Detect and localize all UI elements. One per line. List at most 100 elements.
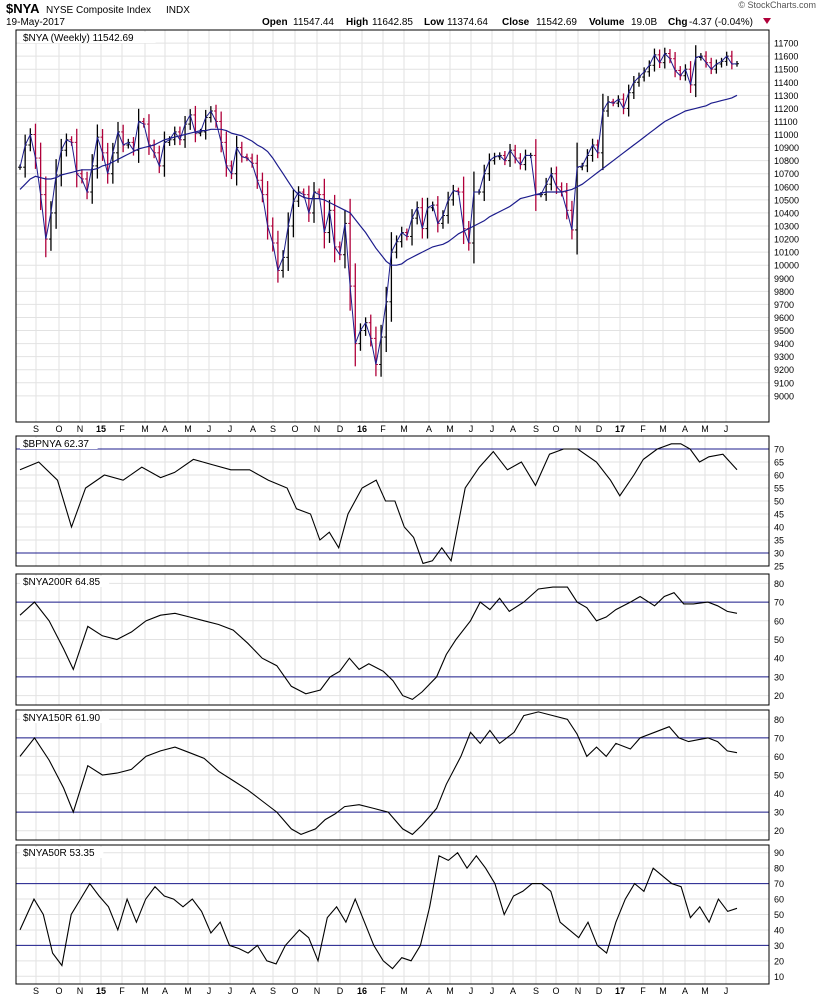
x-tick-label: F	[119, 986, 125, 996]
y-tick-label: 60	[774, 616, 784, 626]
y-tick-label: 55	[774, 484, 784, 494]
x-tick-label: S	[270, 986, 276, 996]
y-tick-label: 11200	[774, 104, 798, 114]
chg-value: -4.37 (-0.04%)	[689, 17, 753, 28]
high-label: High	[346, 17, 368, 28]
x-tick-label: 15	[96, 424, 106, 434]
y-tick-label: 10800	[774, 156, 799, 166]
y-tick-label: 11700	[774, 39, 798, 49]
indicator-line	[19, 586, 738, 701]
panel-frame	[15, 709, 770, 841]
y-tick-label: 10000	[774, 261, 799, 271]
y-tick-label: 10500	[774, 195, 799, 205]
y-tick-label: 9400	[774, 339, 794, 349]
x-tick-label: J	[490, 424, 495, 434]
x-tick-label: O	[552, 424, 559, 434]
chart-date: 19-May-2017	[6, 17, 65, 28]
chart-panel: 10 20 30 40 50 60 70 80 90 $NYA50R 53.35	[15, 844, 784, 985]
y-tick-label: 20	[774, 826, 784, 836]
x-tick-label: 16	[357, 986, 367, 996]
watermark: © StockCharts.com	[738, 0, 816, 10]
x-tick-label: A	[250, 986, 256, 996]
y-tick-label: 30	[774, 672, 784, 682]
y-tick-label: 10400	[774, 208, 799, 218]
panel-frame	[15, 29, 770, 423]
y-tick-label: 10900	[774, 143, 799, 153]
y-tick-label: 10200	[774, 235, 799, 245]
x-tick-label: O	[552, 986, 559, 996]
x-axis: S S O O N N 15 15 F F M M A A M M J J J J A A S S O O N N D D 16 16 F F M M…	[33, 424, 728, 996]
y-tick-label: 11300	[774, 91, 798, 101]
y-tick-label: 50	[774, 497, 784, 507]
y-tick-label: 70	[774, 445, 784, 455]
panel-label: $NYA200R 64.85	[23, 577, 101, 588]
x-tick-label: M	[701, 986, 709, 996]
x-tick-label: O	[291, 424, 298, 434]
low-value: 11374.64	[447, 17, 488, 28]
x-tick-label: M	[446, 986, 454, 996]
y-tick-label: 60	[774, 895, 784, 905]
x-tick-label: A	[682, 424, 688, 434]
y-tick-label: 20	[774, 691, 784, 701]
x-tick-label: M	[141, 424, 149, 434]
open-label: Open	[262, 17, 288, 28]
x-tick-label: N	[77, 986, 84, 996]
x-tick-label: N	[575, 424, 582, 434]
x-tick-label: S	[533, 986, 539, 996]
x-tick-label: 16	[357, 424, 367, 434]
volume-label: Volume	[589, 17, 625, 28]
y-tick-label: 25	[774, 562, 784, 572]
chart-panel: 20 30 40 50 60 70 80 $NYA150R 61.90	[15, 709, 784, 841]
panel-label-background	[20, 712, 110, 723]
y-tick-label: 9800	[774, 287, 794, 297]
x-tick-label: J	[228, 424, 233, 434]
y-tick-label: 9900	[774, 274, 794, 284]
x-tick-label: A	[162, 986, 168, 996]
y-tick-label: 50	[774, 635, 784, 645]
y-tick-label: 70	[774, 733, 784, 743]
y-tick-label: 20	[774, 956, 784, 966]
x-tick-label: A	[250, 424, 256, 434]
x-tick-label: J	[724, 424, 729, 434]
chart-panels: 9000 9100 9200 9300 9400 9500 9600 9700 9800 9900…	[15, 29, 799, 985]
y-tick-label: 50	[774, 771, 784, 781]
x-tick-label: S	[33, 986, 39, 996]
x-tick-label: D	[596, 986, 603, 996]
y-tick-label: 10100	[774, 248, 799, 258]
open-value: 11547.44	[293, 17, 334, 28]
x-tick-label: 17	[615, 424, 625, 434]
indicator-line	[19, 851, 738, 970]
panel-label: $NYA150R 61.90	[23, 713, 101, 724]
panel-label-background	[20, 32, 156, 43]
panel-label-background	[20, 847, 104, 858]
y-tick-label: 10	[774, 972, 784, 982]
x-tick-label: M	[701, 424, 709, 434]
x-tick-label: S	[270, 424, 276, 434]
x-tick-label: M	[184, 986, 192, 996]
y-tick-label: 10700	[774, 169, 799, 179]
x-tick-label: A	[162, 424, 168, 434]
high-value: 11642.85	[372, 17, 413, 28]
y-tick-label: 30	[774, 549, 784, 559]
x-tick-label: N	[575, 986, 582, 996]
x-tick-label: O	[55, 986, 62, 996]
chart-panel: 20 30 40 50 60 70 80 $NYA200R 64.85	[15, 573, 784, 706]
x-tick-label: F	[640, 424, 646, 434]
y-tick-label: 9600	[774, 313, 794, 323]
chart-panel: 25 30 35 40 45 50 55 60 65 70 $BPNYA 62.37	[15, 435, 784, 572]
x-tick-label: N	[314, 424, 321, 434]
x-tick-label: F	[380, 986, 386, 996]
panel-label: $NYA (Weekly) 11542.69	[23, 33, 134, 44]
x-tick-label: M	[400, 424, 408, 434]
x-tick-label: A	[510, 424, 516, 434]
y-tick-label: 40	[774, 925, 784, 935]
y-tick-label: 11000	[774, 130, 798, 140]
x-tick-label: F	[640, 986, 646, 996]
moving-average-line	[19, 94, 738, 266]
panel-frame	[15, 844, 770, 985]
y-tick-label: 70	[774, 879, 784, 889]
x-tick-label: M	[446, 424, 454, 434]
x-tick-label: 15	[96, 986, 106, 996]
y-tick-label: 10600	[774, 182, 799, 192]
y-tick-label: 65	[774, 458, 784, 468]
